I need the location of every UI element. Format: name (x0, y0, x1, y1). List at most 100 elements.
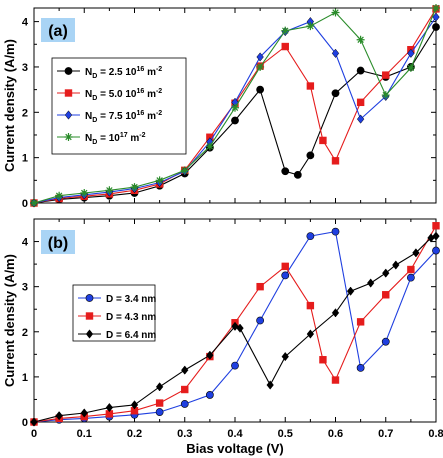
data-point (306, 232, 315, 241)
y-tick-label: 3 (22, 282, 28, 294)
data-point (331, 8, 340, 17)
data-point (346, 286, 355, 296)
y-tick-label: 0 (22, 417, 28, 429)
data-point (256, 52, 264, 62)
series-line (33, 225, 437, 423)
data-point (256, 282, 264, 291)
data-point (155, 399, 164, 407)
x-tick-label: 0 (31, 428, 37, 440)
data-point (407, 265, 415, 274)
legend-marker (64, 89, 73, 97)
y-tick-label: 2 (22, 107, 28, 119)
data-point (432, 23, 440, 31)
y-tick-label: 1 (22, 372, 28, 384)
data-point (331, 308, 340, 318)
legend-item-2: D = 4.3 nm (78, 312, 156, 323)
data-point (432, 12, 440, 22)
legend-marker (64, 67, 73, 75)
legend-marker (64, 133, 73, 141)
data-point (306, 151, 315, 160)
legend-marker (85, 294, 94, 302)
data-point (331, 157, 340, 165)
data-point (356, 363, 365, 372)
data-point (130, 400, 139, 410)
data-point (281, 42, 289, 51)
data-point (432, 246, 440, 255)
legend-item-1: ND = 2.5 1016 m-2 (57, 66, 162, 80)
data-point (382, 268, 390, 278)
x-tick-label: 0.3 (177, 428, 192, 440)
legend-label: ND = 7.5 1016 m-2 (85, 110, 162, 124)
legend-item-3: D = 6.4 nm (78, 329, 156, 341)
legend-label: ND = 5.0 1016 m-2 (85, 88, 162, 102)
data-point (382, 71, 390, 79)
data-point (105, 186, 114, 195)
data-point (407, 48, 415, 58)
data-point (381, 91, 390, 100)
data-point (155, 408, 164, 416)
data-point (266, 380, 274, 390)
data-point (205, 391, 214, 399)
x-tick-label: 0.6 (328, 428, 343, 440)
data-point (432, 222, 440, 230)
data-point (256, 316, 265, 325)
data-point (206, 350, 214, 360)
y-tick-label: 0 (22, 198, 28, 210)
legend-label: ND = 2.5 1016 m-2 (85, 66, 162, 80)
data-point (381, 337, 390, 346)
data-point (306, 82, 315, 90)
data-point (205, 142, 214, 151)
legend-item-1: D = 3.4 nm (78, 294, 156, 305)
data-point (231, 116, 239, 125)
y-tick-label: 4 (22, 237, 29, 249)
y-tick-label: 2 (22, 327, 28, 339)
x-tick-label: 0.2 (127, 428, 142, 440)
data-point (256, 62, 265, 71)
x-tick-label: 0.5 (278, 428, 293, 440)
data-point (293, 170, 302, 179)
data-point (80, 408, 88, 418)
legend: ND = 2.5 1016 m-2 ND = 5.0 1016 m-2 ND = 7… (51, 57, 187, 155)
x-tick-label: 0.8 (428, 428, 443, 440)
y-axis-label: Current density (A/m) (2, 254, 17, 387)
legend-item-2: ND = 5.0 1016 m-2 (57, 88, 162, 102)
data-point (356, 114, 365, 124)
data-point (319, 136, 327, 145)
data-point (356, 318, 365, 326)
series-1 (30, 227, 440, 426)
data-point (281, 26, 290, 35)
y-tick-label: 1 (22, 153, 28, 165)
data-point (30, 199, 38, 207)
data-point (432, 4, 440, 12)
legend-label: D = 6.4 nm (106, 330, 156, 341)
panel-b: 0 0.1 0.2 0.3 0.4 0.5 0.6 0.7 0.8 0 1 2 3 4 Current de… (2, 218, 443, 456)
data-point (155, 176, 164, 185)
data-point (366, 278, 375, 288)
data-point (80, 189, 89, 198)
x-tick-label: 0.1 (77, 428, 92, 440)
series-3 (30, 231, 440, 427)
legend-box (51, 57, 187, 155)
data-point (105, 402, 114, 413)
data-point (392, 260, 400, 270)
data-point (30, 417, 38, 427)
data-point (319, 356, 327, 364)
data-point (55, 411, 63, 421)
data-point (356, 66, 365, 75)
legend-marker (64, 110, 73, 120)
data-point (306, 22, 315, 31)
data-point (180, 400, 189, 408)
data-point (181, 365, 189, 375)
data-point (412, 248, 420, 258)
series-4 (30, 4, 440, 207)
data-point (130, 183, 139, 192)
y-tick-label: 3 (22, 62, 28, 74)
legend-label: ND = 1017 m-2 (85, 132, 146, 146)
data-point (331, 89, 340, 98)
data-point (331, 48, 340, 58)
data-point (231, 103, 239, 112)
data-point (281, 351, 289, 362)
legend-marker (85, 329, 94, 339)
legend-item-4: ND = 1017 m-2 (57, 132, 146, 146)
